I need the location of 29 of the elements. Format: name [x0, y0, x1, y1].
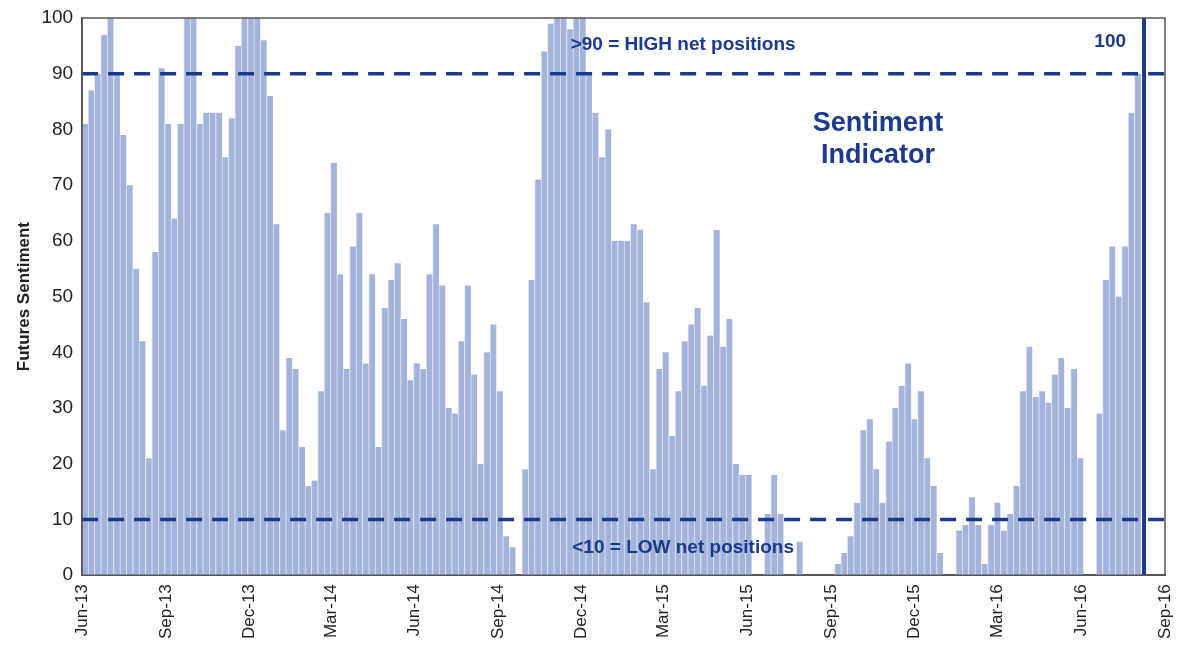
y-tick-label: 20	[51, 451, 74, 473]
y-tick-label: 100	[41, 6, 74, 28]
y-tick-label: 10	[51, 507, 74, 529]
y-tick-label: 50	[51, 284, 74, 306]
ref-line-label: >90 = HIGH net positions	[570, 32, 796, 54]
y-tick-label: 0	[62, 563, 74, 585]
x-tick-label: Sep-14	[488, 584, 508, 640]
x-tick-label: Mar-15	[653, 584, 673, 639]
x-tick-label: Sep-15	[821, 584, 841, 640]
x-tick-label: Jun-13	[71, 584, 91, 637]
x-tick-label: Sep-16	[1154, 584, 1174, 640]
y-tick-label: 40	[51, 340, 74, 362]
y-tick-label: 30	[51, 396, 74, 418]
x-tick-label: Jun-14	[404, 584, 424, 637]
x-tick-label: Sep-13	[155, 584, 175, 640]
x-tick-label: Jun-16	[1070, 584, 1090, 637]
annotation: Sentiment Indicator	[812, 107, 944, 170]
x-tick-label: Jun-15	[737, 584, 757, 637]
x-tick-label: Dec-13	[238, 584, 258, 639]
y-axis-title: Futures Sentiment	[13, 221, 33, 372]
y-tick-label: 90	[51, 61, 74, 83]
x-tick-label: Mar-16	[986, 584, 1006, 639]
x-tick-label: Dec-14	[571, 584, 591, 639]
y-tick-label: 70	[51, 173, 74, 195]
y-tick-label: 80	[51, 117, 74, 139]
x-tick-label: Mar-14	[320, 584, 340, 639]
x-tick-label: Dec-15	[904, 584, 924, 639]
ref-line-label: 100	[1094, 30, 1127, 52]
y-tick-label: 60	[51, 229, 74, 251]
